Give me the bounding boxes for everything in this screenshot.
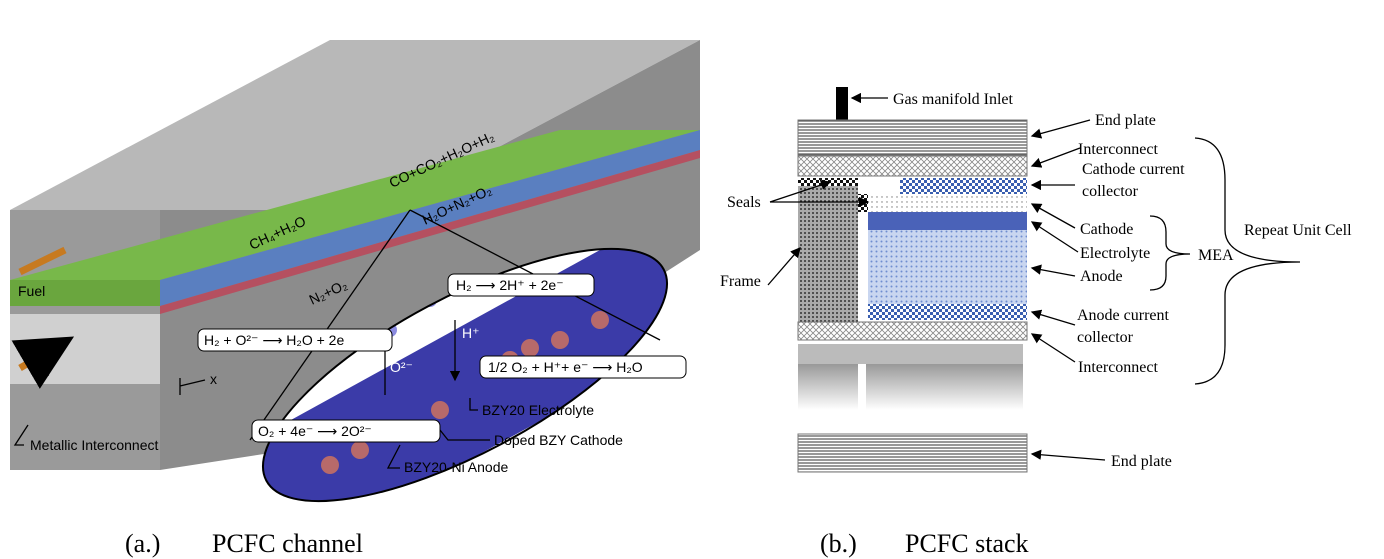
frame <box>798 186 858 322</box>
label: collector <box>1077 329 1134 346</box>
caption-index: (a.) <box>125 529 160 558</box>
anode-layer <box>868 230 1027 304</box>
label: Anode current <box>1077 307 1170 324</box>
label: O²⁻ <box>390 359 413 375</box>
caption-title: PCFC channel <box>212 529 363 558</box>
anode-cc <box>868 304 1027 320</box>
label: Gas manifold Inlet <box>893 91 1014 108</box>
label: MEA <box>1198 247 1234 264</box>
label: Interconnect <box>1078 359 1159 376</box>
electrolyte-layer <box>868 212 1027 230</box>
label: x <box>210 371 217 387</box>
label: End plate <box>1111 453 1172 470</box>
end-plate <box>798 434 1027 472</box>
label: Doped BZY Cathode <box>494 432 623 448</box>
label: Interconnect <box>1078 141 1159 158</box>
label: H₂ ⟶ 2H⁺ + 2e⁻ <box>456 277 564 293</box>
panel-a: Fuel Air x Metallic Interconnect CH₄+H₂O… <box>10 40 760 559</box>
fade <box>798 364 858 410</box>
label: Air <box>34 363 51 379</box>
label: Seals <box>727 194 761 211</box>
label: H₂ + O²⁻ ⟶ H₂O + 2e <box>204 332 344 348</box>
label: Anode <box>1080 268 1123 285</box>
label: Cathode current <box>1082 161 1185 178</box>
caption-index: (b.) <box>820 529 857 558</box>
label: Frame <box>720 273 761 290</box>
label: O₂ + 4e⁻ ⟶ 2O²⁻ <box>258 423 372 439</box>
label: Metallic Interconnect <box>30 437 159 453</box>
label: 1/2 O₂ + H⁺+ e⁻ ⟶ H₂O <box>488 359 643 375</box>
label: Cathode <box>1080 221 1133 238</box>
label: Repeat Unit Cell <box>1244 222 1352 239</box>
panel-b: Gas manifold Inlet End plate Interconnec… <box>720 87 1352 558</box>
next-plate <box>798 344 1023 364</box>
label: BZY20 Electrolyte <box>482 402 594 418</box>
end-plate <box>798 120 1027 155</box>
label: Electrolyte <box>1080 245 1150 262</box>
label: End plate <box>1095 112 1156 129</box>
label: H⁺ <box>462 325 480 341</box>
cathode-layer <box>868 194 1027 212</box>
label: collector <box>1082 183 1139 200</box>
air-channel <box>10 314 160 384</box>
label: BZY20-Ni Anode <box>404 459 508 475</box>
fade <box>866 364 1023 410</box>
interconnect <box>798 322 1027 340</box>
cathode-cc <box>900 178 1027 194</box>
figure: Fuel Air x Metallic Interconnect CH₄+H₂O… <box>0 0 1384 559</box>
label: Fuel <box>18 283 45 299</box>
interconnect <box>798 156 1027 176</box>
inlet <box>836 87 848 120</box>
caption-title: PCFC stack <box>905 529 1029 558</box>
